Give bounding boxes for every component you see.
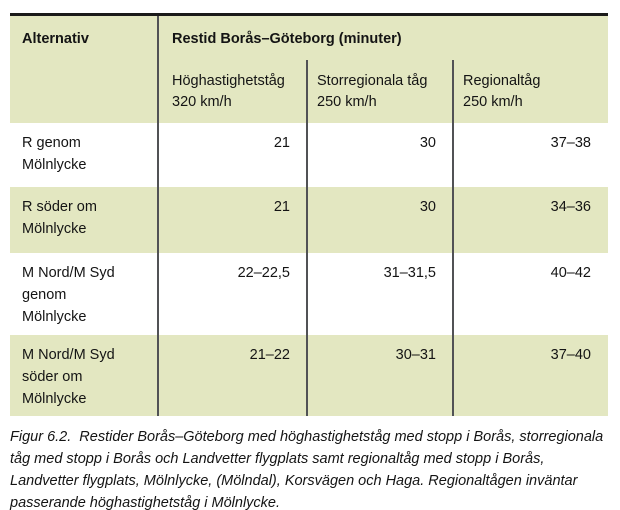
table-header: Alternativ Restid Borås–Göteborg (minute… (10, 16, 608, 123)
value-cell: 40–42 (550, 265, 591, 281)
row-label: M Nord/M Syd söder om Mölnlycke (22, 347, 115, 407)
value-cell: 30 (419, 199, 436, 215)
table-row: R söder om Mölnlycke 21 30 34–36 (10, 187, 608, 253)
value-cell: 30 (419, 135, 436, 151)
subheader-regionaltag: Regionaltåg 250 km/h (463, 73, 541, 110)
value-cell: 34–36 (550, 199, 591, 215)
value-cell: 31–31,5 (383, 265, 436, 281)
row-label: R genom Mölnlycke (22, 135, 87, 173)
table-row: R genom Mölnlycke 21 30 37–38 (10, 123, 608, 187)
figure-caption: Figur 6.2. Restider Borås–Göteborg med h… (10, 429, 604, 510)
header-alternativ: Alternativ (22, 31, 89, 47)
travel-time-table: Alternativ Restid Borås–Göteborg (minute… (10, 13, 608, 416)
value-cell: 21 (273, 135, 290, 151)
value-cell: 21 (273, 199, 290, 215)
subheader-storregionala: Storregionala tåg 250 km/h (317, 73, 428, 110)
column-divider-1 (157, 16, 159, 416)
column-divider-2 (306, 60, 308, 416)
subheader-hoghastighetstag: Höghastighetståg 320 km/h (172, 73, 285, 110)
value-cell: 21–22 (249, 347, 290, 363)
header-restid: Restid Borås–Göteborg (minuter) (172, 31, 402, 47)
table-row: M Nord/M Syd genom Mölnlycke 22–22,5 31–… (10, 253, 608, 335)
value-cell: 37–38 (550, 135, 591, 151)
column-divider-3 (452, 60, 454, 416)
row-label: M Nord/M Syd genom Mölnlycke (22, 265, 115, 325)
row-label: R söder om Mölnlycke (22, 199, 97, 237)
value-cell: 22–22,5 (237, 265, 290, 281)
value-cell: 37–40 (550, 347, 591, 363)
table-row: M Nord/M Syd söder om Mölnlycke 21–22 30… (10, 335, 608, 416)
value-cell: 30–31 (395, 347, 436, 363)
